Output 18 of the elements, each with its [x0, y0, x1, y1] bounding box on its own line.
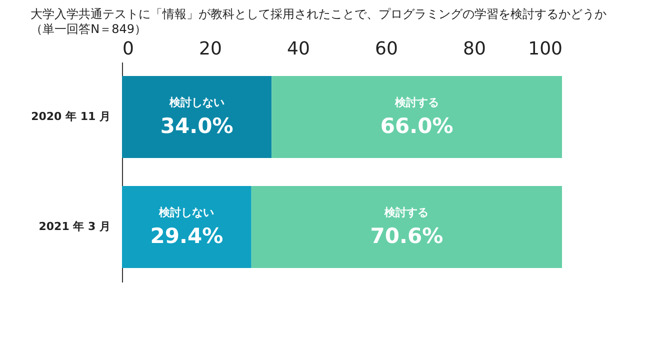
x-tick-label: 0 — [122, 38, 134, 60]
text: 検討する — [384, 206, 429, 219]
y-tick-label: 2020 年 11 月 — [31, 110, 110, 123]
x-tick-label: 60 — [375, 38, 398, 60]
y-tick-label: 2021 年 3 月 — [38, 220, 110, 233]
data-label: 66.0% — [380, 114, 454, 138]
x-tick-label: 40 — [287, 38, 310, 60]
text: 検討しない — [159, 206, 214, 219]
series-label: 検討する — [394, 96, 439, 109]
data-label: 70.6% — [370, 224, 444, 248]
chart-title: 大学入学共通テストに「情報」が教科として採用されたことで、プログラミングの学習を検討するかどうか — [30, 7, 607, 21]
x-tick-label: 80 — [463, 38, 486, 60]
x-tick-label: 20 — [199, 38, 222, 60]
series-label: 検討しない — [168, 96, 224, 109]
data-label: 34.0% — [160, 114, 234, 138]
data-label: 29.4% — [150, 224, 224, 248]
x-tick-label: 100 — [528, 38, 562, 60]
chart-subtitle: （単一回答N＝849） — [30, 22, 146, 36]
